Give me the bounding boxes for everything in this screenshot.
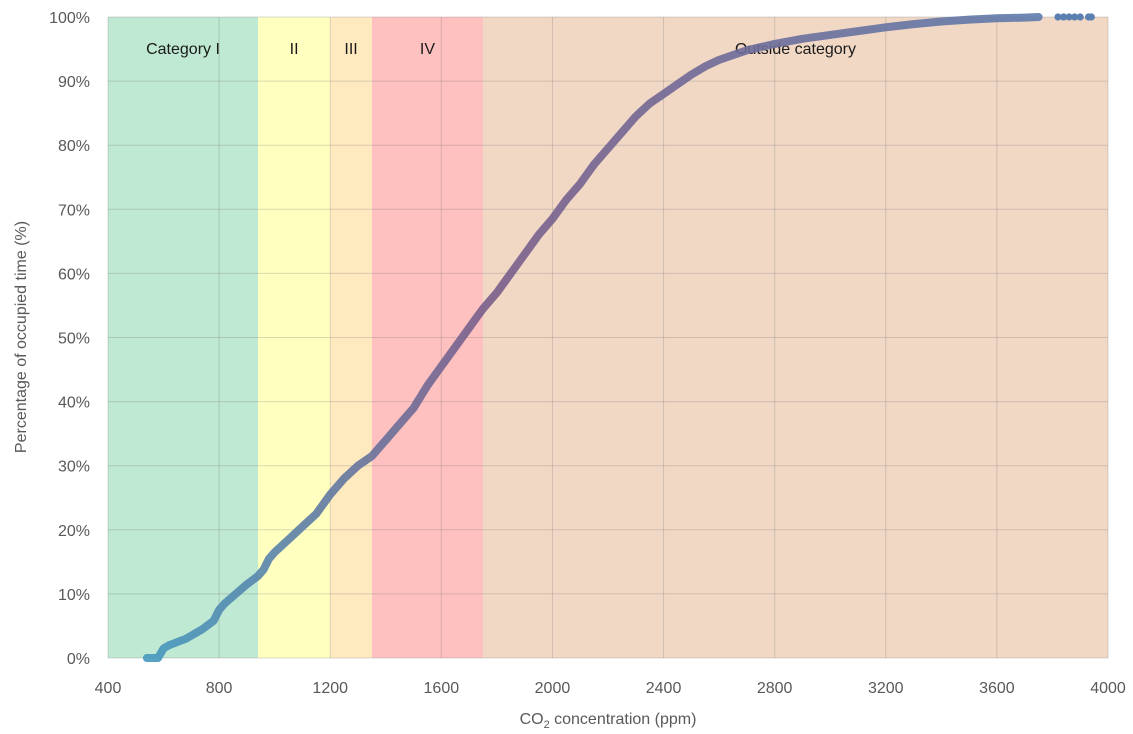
- y-tick-label: 40%: [58, 395, 90, 412]
- category-labels: Category I II III IV Outside category: [146, 41, 856, 58]
- category-bands: [108, 17, 1108, 658]
- series-layer: [142, 13, 1095, 662]
- x-tick-label: 2400: [646, 680, 682, 697]
- y-tick-label: 0%: [67, 651, 90, 668]
- y-tick-label: 90%: [58, 74, 90, 91]
- y-tick-label: 10%: [58, 587, 90, 604]
- outlier-point: [1087, 13, 1095, 21]
- y-tick-label: 50%: [58, 331, 90, 348]
- y-tick-label: 20%: [58, 523, 90, 540]
- outlier-point: [1076, 13, 1084, 21]
- outlier-point: [1071, 13, 1079, 21]
- y-tick-label: 60%: [58, 266, 90, 283]
- y-tick-label: 70%: [58, 202, 90, 219]
- outlier-point: [1059, 13, 1068, 21]
- y-tick-label: 100%: [49, 10, 90, 27]
- outlier-point: [1054, 13, 1062, 21]
- category-band: [330, 17, 372, 658]
- category-label: IV: [420, 41, 435, 58]
- category-band: [258, 17, 331, 658]
- x-tick-label: 400: [95, 680, 122, 697]
- x-axis-ticks: 400 800 1200 1600 2000 2400 2800 3200 3600 4000: [95, 680, 1126, 697]
- x-tick-label: 3200: [868, 680, 904, 697]
- x-tick-label: 4000: [1090, 680, 1126, 697]
- category-label: Category I: [146, 41, 220, 58]
- y-tick-label: 30%: [58, 459, 90, 476]
- x-tick-label: 1200: [312, 680, 348, 697]
- category-label: III: [344, 41, 357, 58]
- y-tick-label: 80%: [58, 138, 90, 155]
- category-label: II: [290, 41, 299, 58]
- category-band: [108, 17, 258, 658]
- x-tick-label: 2800: [757, 680, 793, 697]
- outlier-point: [1065, 13, 1073, 21]
- x-axis-title: CO2 concentration (ppm): [520, 711, 697, 731]
- x-tick-label: 3600: [979, 680, 1015, 697]
- cumulative-co2-line: [142, 13, 1043, 662]
- y-axis-title: Percentage of occupied time (%): [13, 221, 30, 453]
- category-band: [483, 17, 1108, 658]
- x-tick-label: 800: [206, 680, 233, 697]
- x-tick-label: 2000: [535, 680, 571, 697]
- y-axis-ticks: 0% 10% 20% 30% 40% 50% 60% 70% 80% 90% 100%: [49, 10, 90, 668]
- x-tick-label: 1600: [424, 680, 460, 697]
